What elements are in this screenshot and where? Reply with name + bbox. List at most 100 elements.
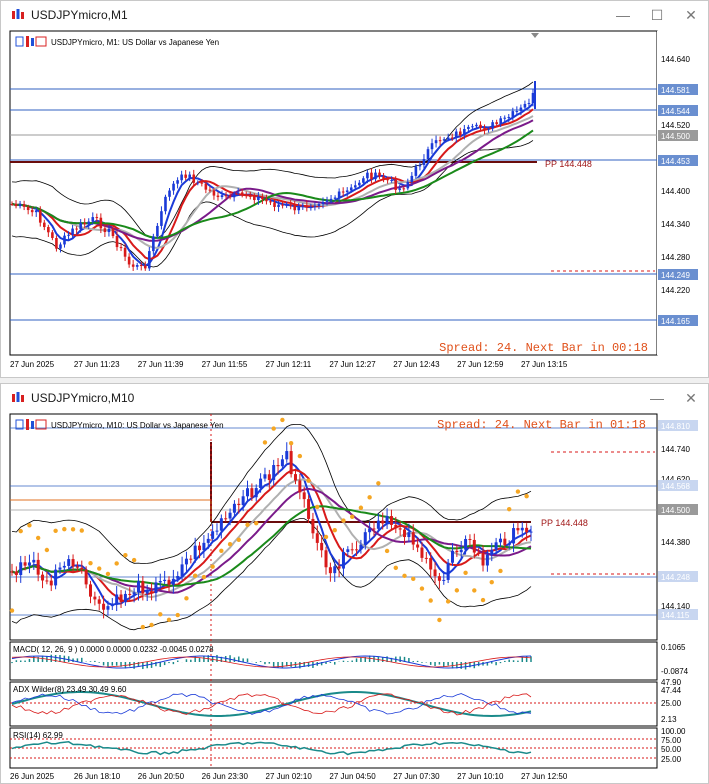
candle-body [293,474,297,481]
window-title: USDJPYmicro,M10 [31,391,135,405]
chart-header-icons [15,36,47,47]
title-bar[interactable]: USDJPYmicro,M10 — ✕ [1,384,708,412]
price-tag: 144.568 [658,480,698,491]
time-label: 27 Jun 02:10 [266,772,313,781]
candle-body [276,465,280,467]
candle-body [206,538,210,543]
candle-body [333,566,337,574]
chart-header: USDJPYmicro, M10: US Dollar vs Japanese … [51,421,224,430]
candle-body [328,567,332,574]
candle-body [337,191,341,198]
time-axis: 27 Jun 2025 27 Jun 11:23 27 Jun 11:39 27 Ju… [10,360,568,369]
svg-text:144.544: 144.544 [661,107,690,116]
minimize-button[interactable]: — [616,7,630,23]
candle-body [261,196,264,200]
bollinger-upper [11,81,534,239]
parabolic-sar-dot [437,617,442,623]
candle-body [38,210,42,223]
candle-body [341,551,345,569]
adx-tick: 47.44 [661,686,682,695]
parabolic-sar-dot [393,565,398,571]
parabolic-sar-dot [210,564,215,569]
candle-body [273,202,276,207]
parabolic-sar-dot [480,597,486,603]
close-button[interactable]: ✕ [685,6,697,23]
candle-body [176,180,179,184]
parabolic-sar-dot [245,522,250,527]
time-label: 27 Jun 11:23 [74,360,120,369]
maximize-button[interactable]: ☐ [650,6,664,23]
candle-body [525,527,529,533]
parabolic-sar-dot [515,489,521,494]
candle-body [220,195,224,198]
candle-body [324,550,328,568]
candle-body [224,195,228,197]
time-label: 27 Jun 04:50 [329,772,376,781]
candle-body [459,549,463,553]
candle-body [97,599,101,604]
parabolic-sar-dot [297,453,303,459]
candle-body [464,538,468,550]
candle-body [345,190,349,193]
candle-body [305,205,309,208]
candle-body [236,192,240,194]
candle-body [418,164,422,167]
candle-body [123,247,127,257]
candle-body [154,582,158,594]
candle-body [495,122,498,125]
price-tick: 144.340 [661,220,690,229]
candle-body [433,569,437,577]
candle-body [459,131,462,136]
candle-body [237,503,241,506]
candle-body [200,182,204,184]
parabolic-sar-dot [489,579,494,585]
parabolic-sar-dot [402,573,407,579]
candle-body [523,103,527,108]
candle-body [202,542,206,551]
candle-body [188,174,192,178]
candle-body [366,172,369,179]
price-tag: 144.248 [658,571,698,582]
candle-body [71,228,74,235]
candle-body [55,237,58,249]
candle-body [246,488,250,497]
candle-body [487,128,490,130]
time-label: 26 Jun 23:30 [202,772,249,781]
chart-window-m10[interactable]: USDJPYmicro,M10 — ✕ USDJPYmicro, M10: US… [0,383,709,784]
parabolic-sar-dot [349,514,355,519]
price-tick: 144.220 [661,286,690,295]
price-chart-m1[interactable]: USDJPYmicro, M1: US Dollar vs Japanese Y… [1,29,708,377]
candle-body [110,604,114,607]
chart-window-m1[interactable]: USDJPYmicro,M1 — ☐ ✕ USDJPYmicro, M1: US… [0,0,709,378]
parabolic-sar-dot [384,548,390,554]
candle-body [463,128,466,136]
candle-body [99,217,103,229]
candle-body [467,126,470,129]
macd-tick: 0.1065 [661,643,686,652]
candle-body [27,562,31,566]
candle-body [212,190,216,196]
spread-info: Spread: 24. Next Bar in 00:18 [439,341,648,355]
candle-body [468,538,472,540]
price-chart-m10[interactable]: USDJPYmicro, M10: US Dollar vs Japanese … [1,412,708,783]
candle-body [390,179,393,181]
close-button[interactable]: ✕ [685,389,697,406]
candle-body [267,474,271,480]
parabolic-sar-dot [53,528,58,534]
candle-body [232,503,236,513]
candle-body [490,549,494,555]
parabolic-sar-dot [315,504,320,510]
candle-body [307,499,311,519]
candle-body [362,178,365,183]
candle-body [180,564,184,576]
candle-body [80,567,84,570]
price-tick: 144.640 [661,55,690,64]
parabolic-sar-dot [97,566,102,571]
pivot-label: PP 144.448 [545,159,592,169]
candle-body [180,174,183,181]
candle-body [95,217,99,219]
minimize-button[interactable]: — [650,390,664,406]
moving-average-line [11,119,534,242]
candle-body [320,542,324,551]
title-bar[interactable]: USDJPYmicro,M1 — ☐ ✕ [1,1,708,29]
